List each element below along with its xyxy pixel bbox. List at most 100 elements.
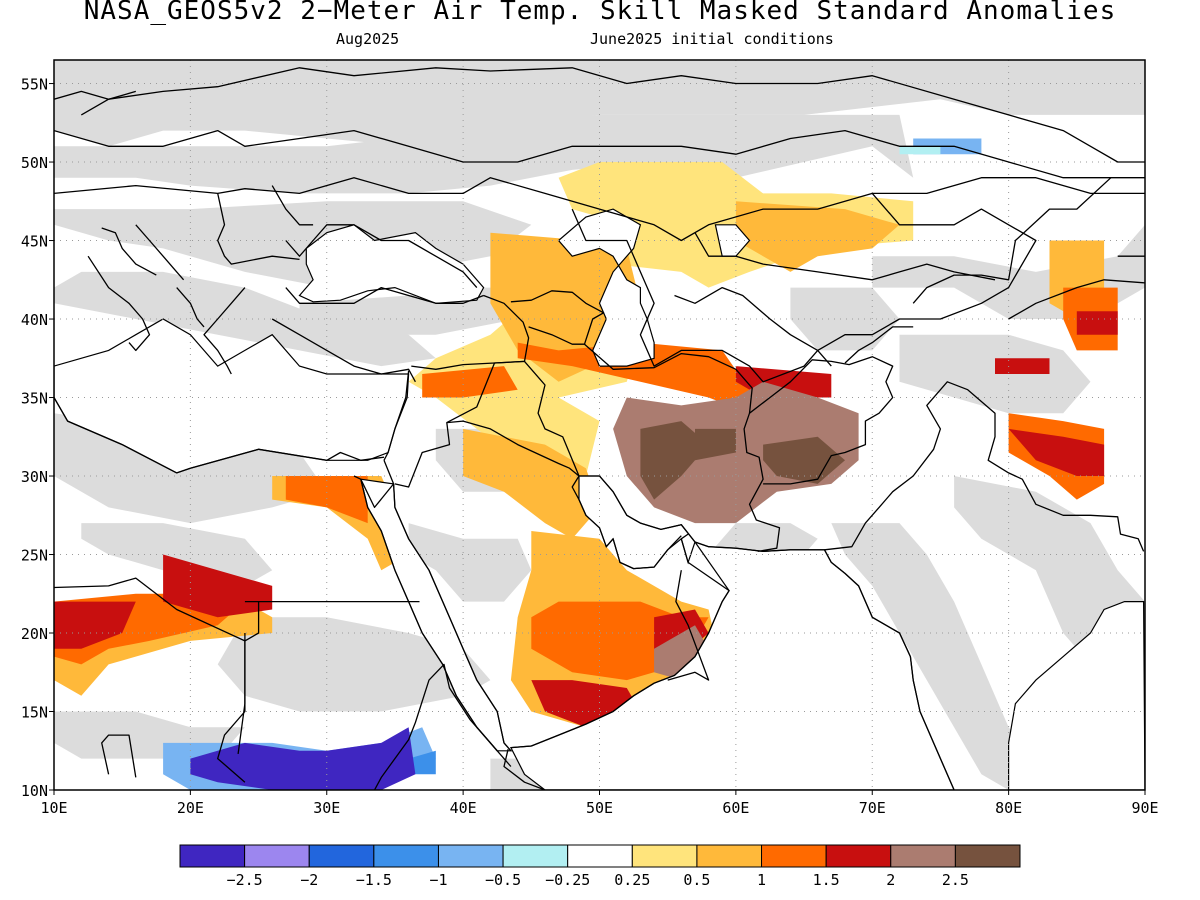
colorbar-swatch (761, 844, 827, 868)
border-line (54, 397, 385, 474)
border-line (571, 475, 955, 790)
border-line (176, 287, 205, 328)
border-line (844, 326, 914, 364)
border-line (510, 290, 605, 345)
border-line (101, 227, 157, 276)
colorbar-label: 2 (886, 871, 895, 889)
border-line (271, 185, 314, 226)
water-bodies (54, 208, 1145, 790)
border-line (1008, 279, 1145, 320)
lon-tick-label: 90E (1131, 799, 1158, 817)
lat-tick-label: 35N (21, 390, 48, 408)
border-line (271, 318, 416, 383)
country-borders (54, 67, 1145, 790)
lat-tick-label: 45N (21, 233, 48, 251)
anomaly-region (517, 342, 750, 414)
border-line (824, 381, 1145, 552)
anomaly-region (695, 428, 736, 461)
anomaly-region (422, 366, 518, 398)
lon-tick-label: 30E (313, 799, 340, 817)
border-line (667, 570, 710, 681)
lat-tick-label: 15N (21, 704, 48, 722)
lon-tick-label: 40E (450, 799, 477, 817)
masked-region (831, 523, 1036, 790)
masked-region (408, 523, 532, 602)
border-line (217, 633, 246, 783)
lat-tick-label: 30N (21, 468, 48, 486)
lon-tick-label: 70E (859, 799, 886, 817)
lat-tick-label: 25N (21, 547, 48, 565)
masked-region (81, 523, 273, 586)
lon-tick-label: 80E (995, 799, 1022, 817)
colorbar: −2.5 −2 −1.5 −1 −0.5 −0.25 0.25 0.5 1 1.5 2 2.5 (179, 844, 1021, 889)
border-line (394, 420, 580, 488)
anomaly-region (190, 727, 416, 790)
colorbar-swatch (437, 844, 504, 868)
lon-tick-label: 60E (722, 799, 749, 817)
colorbar-swatch (373, 844, 439, 868)
masked-region (54, 114, 914, 194)
valid-month-label: Aug2025 (336, 30, 400, 48)
colorbar-swatch (502, 844, 569, 868)
colorbar-label: −0.25 (545, 871, 590, 889)
lat-tick-label: 55N (21, 76, 48, 94)
border-line (54, 90, 136, 100)
anomaly-region (463, 428, 600, 539)
colorbar-swatch (567, 844, 633, 868)
border-line (392, 483, 512, 752)
bay-of-bengal-water (1007, 600, 1145, 790)
colorbar-label: −1.5 (356, 871, 392, 889)
anomaly-region (1076, 311, 1118, 335)
colorbar-swatch (825, 844, 892, 868)
colorbar-label: −1 (429, 871, 447, 889)
border-line (510, 533, 730, 749)
colorbar-swatch (631, 844, 698, 868)
anomaly-region (54, 601, 136, 649)
colorbar-label: 2.5 (942, 871, 969, 889)
border-line (244, 601, 260, 642)
anomaly-region (654, 625, 709, 681)
border-line (353, 460, 395, 509)
anomaly-region (408, 750, 436, 775)
colorbar-label: −0.5 (485, 871, 521, 889)
anomaly-region (899, 146, 941, 155)
border-line (101, 734, 137, 778)
anomaly-areas (54, 138, 1118, 790)
border-line (285, 224, 478, 289)
masked-region (54, 271, 436, 367)
lon-tick-label: 10E (40, 799, 67, 817)
colorbar-label: −2 (300, 871, 318, 889)
border-line (80, 67, 1145, 163)
anomaly-region (1008, 428, 1105, 476)
border-line (674, 286, 832, 367)
anomaly-region (640, 421, 709, 500)
border-line (135, 224, 185, 281)
masked-region (954, 476, 1145, 665)
border-line (285, 286, 484, 304)
lat-tick-label: 20N (21, 625, 48, 643)
border-line (584, 343, 781, 553)
border-line (503, 749, 546, 790)
longitude-labels: 10E 20E 30E 40E 50E 60E 70E 80E 90E (40, 790, 1159, 817)
anomaly-region (735, 201, 900, 272)
lat-tick-label: 40N (21, 311, 48, 329)
masked-region (217, 617, 491, 712)
anomaly-region (995, 358, 1050, 374)
border-line (217, 193, 300, 265)
init-conditions-label: June2025 initial conditions (590, 30, 834, 48)
border-line (446, 360, 580, 477)
colorbar-swatch (179, 844, 246, 868)
lon-tick-label: 20E (177, 799, 204, 817)
colorbar-label: 0.5 (683, 871, 710, 889)
anomaly-region (285, 476, 368, 524)
colorbar-swatch (890, 844, 956, 868)
border-line (203, 287, 246, 375)
border-line (87, 255, 151, 352)
black-sea-water (298, 224, 485, 304)
colorbar-swatch (954, 844, 1021, 868)
border-line (749, 356, 894, 485)
lat-tick-label: 10N (21, 782, 48, 800)
colorbar-label: 1 (757, 871, 766, 889)
border-line (373, 663, 498, 790)
